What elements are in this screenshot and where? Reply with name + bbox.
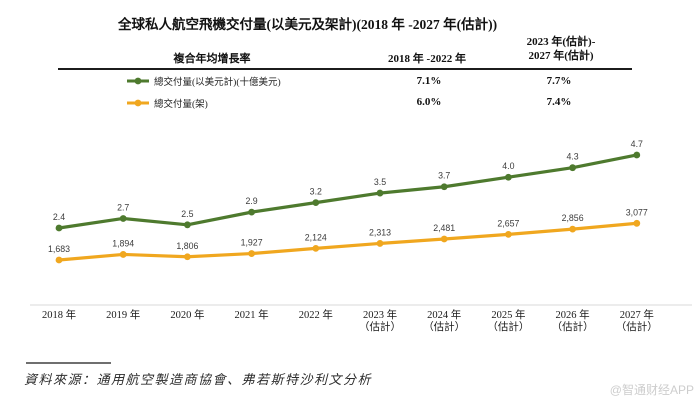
data-label-1-5: 2,313	[369, 227, 391, 237]
data-point-1-8	[569, 225, 576, 233]
table-header-2023-2027-line2: 2027 年(估計)	[528, 49, 594, 62]
data-label-1-4: 2,124	[305, 232, 327, 242]
table-header-2023-2027: 2023 年(估計)- 2027 年(估計)	[486, 36, 636, 63]
table-header-2018-2022: 2018 年 -2022 年	[388, 53, 466, 65]
data-point-1-7	[505, 230, 512, 238]
series-line-1	[57, 221, 639, 262]
legend-label-usd-series: 總交付量(以美元計)(十億美元)	[154, 78, 281, 88]
data-label-0-3: 2.9	[245, 196, 257, 206]
data-label-0-4: 3.2	[310, 187, 322, 197]
data-point-1-9	[633, 219, 641, 227]
x-tick-sublabel-9: （估計）	[616, 320, 658, 333]
data-label-0-9: 4.7	[631, 139, 643, 149]
data-label-1-3: 1,927	[241, 238, 263, 248]
data-label-1-9: 3,077	[626, 207, 648, 217]
x-tick-label-1: 2019 年	[106, 308, 140, 321]
legend-marker-usd-series	[126, 74, 150, 88]
x-tick-sublabel-6: （估計）	[423, 320, 465, 333]
series-line-0	[57, 153, 639, 230]
data-label-0-7: 4.0	[502, 161, 514, 171]
x-tick-label-3: 2021 年	[235, 308, 269, 321]
data-point-1-1	[119, 251, 127, 258]
source-note: 資料來源：通用航空製造商協會、弗若斯特沙利文分析	[24, 372, 373, 387]
cagr-units-2023-2027: 7.4%	[546, 96, 572, 108]
data-point-0-2	[184, 221, 191, 229]
page-title: 全球私人航空飛機交付量(以美元及架計)(2018 年 -2027 年(估計))	[118, 17, 498, 32]
data-label-1-0: 1,683	[48, 244, 70, 254]
legend-label-units-series: 總交付量(架)	[154, 100, 208, 110]
x-tick-label-4: 2022 年	[299, 308, 333, 321]
data-point-0-6	[440, 183, 448, 191]
data-label-1-2: 1,806	[176, 241, 198, 251]
cagr-usd-2018-2022: 7.1%	[416, 75, 442, 87]
data-label-0-2: 2.5	[181, 209, 193, 219]
data-point-0-4	[312, 199, 320, 207]
data-point-1-3	[248, 250, 256, 257]
x-tick-label-5: 2023 年	[363, 308, 397, 321]
data-label-1-7: 2,657	[497, 218, 519, 228]
data-label-1-6: 2,481	[433, 223, 455, 233]
x-tick-label-6: 2024 年	[427, 308, 461, 321]
data-label-1-1: 1,894	[112, 238, 134, 248]
data-point-1-6	[440, 235, 448, 243]
cagr-units-2018-2022: 6.0%	[416, 96, 442, 108]
data-point-0-8	[569, 164, 576, 172]
data-label-1-8: 2,856	[562, 213, 584, 223]
x-tick-label-7: 2025 年	[491, 308, 525, 321]
legend-marker-glyph-1	[127, 99, 149, 107]
data-label-0-5: 3.5	[374, 177, 386, 187]
data-point-0-9	[633, 151, 641, 159]
watermark: @智通财经APP	[609, 383, 694, 397]
x-tick-label-8: 2026 年	[556, 308, 590, 321]
cagr-usd-2023-2027: 7.7%	[546, 75, 572, 87]
data-point-1-5	[376, 240, 384, 247]
data-point-1-4	[312, 244, 320, 252]
data-point-1-0	[55, 256, 63, 264]
x-tick-sublabel-7: （估計）	[487, 320, 529, 333]
legend-marker-units-series	[126, 96, 150, 110]
x-tick-sublabel-5: （估計）	[359, 320, 401, 333]
x-tick-label-9: 2027 年	[620, 308, 654, 321]
table-header-cagr: 複合年均增長率	[173, 53, 251, 65]
table-header-2023-2027-line1: 2023 年(估計)-	[526, 36, 596, 48]
data-point-0-5	[376, 189, 384, 197]
data-label-0-0: 2.4	[53, 212, 65, 222]
x-tick-label-0: 2018 年	[42, 308, 76, 321]
data-point-0-0	[55, 224, 63, 232]
data-label-0-1: 2.7	[117, 202, 129, 212]
data-point-0-3	[248, 208, 256, 216]
data-point-1-2	[184, 253, 191, 261]
data-label-0-8: 4.3	[566, 152, 578, 162]
x-tick-label-2: 2020 年	[170, 308, 204, 321]
data-point-0-1	[119, 215, 127, 222]
table-header-rule	[58, 68, 632, 70]
data-point-0-7	[505, 173, 512, 181]
source-note-rule	[26, 362, 111, 364]
data-label-0-6: 3.7	[438, 171, 450, 181]
x-tick-sublabel-8: （估計）	[552, 320, 594, 333]
legend-marker-glyph-0	[127, 77, 149, 85]
